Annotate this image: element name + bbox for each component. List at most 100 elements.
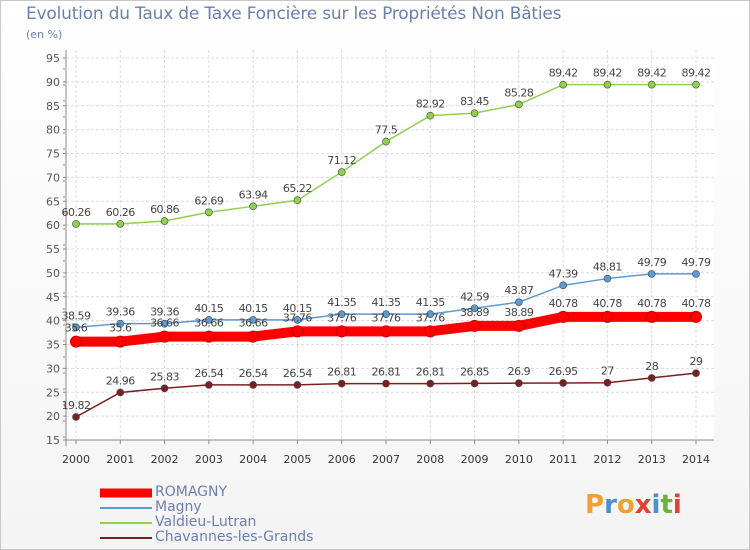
data-label-romagny: 37.76 [372,311,401,324]
data-label-romagny: 38.89 [460,306,489,319]
x-tick-label: 2008 [416,453,444,466]
data-label-magny: 39.36 [106,306,135,319]
chart-unit-label: (en %) [26,28,63,41]
data-label-romagny: 37.76 [327,311,356,324]
x-tick-label: 2007 [372,453,400,466]
data-point-chavannes-les-grands [426,379,435,388]
legend-swatch [100,521,152,524]
y-tick-label: 25 [46,386,60,399]
y-tick-label: 80 [46,124,60,137]
data-point-romagny [202,330,215,343]
data-label-romagny: 36.66 [194,317,223,330]
data-point-chavannes-les-grands [72,413,80,421]
data-point-chavannes-les-grands [205,381,213,389]
data-point-romagny [512,319,525,332]
data-point-magny [293,316,302,324]
x-tick-label: 2009 [461,453,489,466]
data-label-valdieu-lutran: 60.26 [62,206,91,219]
logo-letter: x [634,490,652,520]
logo-letter: r [604,490,617,520]
data-point-romagny [468,319,481,332]
x-tick-label: 2010 [505,453,533,466]
y-tick-label: 65 [46,195,60,208]
data-point-valdieu-lutran [293,196,302,204]
data-point-chavannes-les-grands [470,379,479,388]
y-tick-label: 50 [46,267,60,280]
data-label-chavannes-les-grands: 26.81 [327,366,356,379]
logo-letter: t [660,490,673,520]
x-tick-label: 2013 [638,453,666,466]
data-label-chavannes-les-grands: 24.96 [106,374,135,387]
data-point-valdieu-lutran [160,217,169,225]
y-tick-label: 60 [46,219,60,232]
data-point-chavannes-les-grands [116,388,125,397]
legend-label: Chavannes-les-Grands [155,529,314,545]
data-label-valdieu-lutran: 71.12 [327,154,356,167]
data-point-chavannes-les-grands [293,381,302,389]
data-point-valdieu-lutran [382,137,390,146]
data-label-magny: 40.15 [194,302,223,315]
data-label-valdieu-lutran: 89.42 [549,67,578,80]
data-label-magny: 42.59 [460,290,489,303]
data-point-magny [72,323,80,332]
data-point-romagny [601,310,614,323]
data-label-valdieu-lutran: 63.94 [239,188,268,201]
data-point-romagny [247,330,260,343]
data-label-romagny: 38.89 [504,306,533,319]
legend-swatch [100,488,152,497]
data-label-valdieu-lutran: 65.22 [283,182,312,195]
logo-letter: i [651,490,661,520]
data-point-magny [382,310,390,318]
data-label-magny: 41.35 [416,296,445,309]
x-tick-label: 2003 [195,453,223,466]
data-label-valdieu-lutran: 89.42 [637,67,666,80]
chart-title: Evolution du Taux de Taxe Foncière sur l… [26,4,562,24]
data-point-valdieu-lutran [116,220,125,228]
data-point-romagny [557,310,570,323]
data-label-romagny: 36.66 [150,317,179,330]
x-tick-label: 2012 [593,453,621,466]
data-point-magny [205,316,213,324]
data-point-valdieu-lutran [647,80,656,89]
data-label-chavannes-les-grands: 27 [601,365,614,378]
data-label-magny: 38.59 [62,309,91,322]
data-label-chavannes-les-grands: 26.95 [549,365,578,378]
data-point-valdieu-lutran [205,208,213,217]
data-point-magny [337,310,346,318]
data-point-chavannes-les-grands [160,384,169,393]
legend-label: ROMAGNY [155,484,228,500]
data-point-chavannes-les-grands [692,369,700,377]
data-label-valdieu-lutran: 85.28 [504,86,533,99]
y-tick-label: 35 [46,339,60,352]
data-point-magny [647,270,656,278]
data-label-romagny: 40.78 [593,297,622,310]
data-label-valdieu-lutran: 82.92 [416,98,445,111]
data-label-romagny: 36.66 [239,317,268,330]
data-point-valdieu-lutran [692,80,700,89]
data-label-valdieu-lutran: 62.69 [194,194,223,207]
y-tick-label: 20 [46,410,60,423]
data-point-romagny [335,325,348,338]
data-label-chavannes-les-grands: 26.9 [508,365,531,378]
data-point-chavannes-les-grands [515,379,523,387]
data-label-romagny: 35.6 [65,322,88,335]
data-point-romagny [158,330,171,343]
data-label-chavannes-les-grands: 29 [690,355,703,368]
data-label-valdieu-lutran: 83.45 [460,95,489,108]
legend-swatch [100,536,152,539]
data-point-magny [603,274,612,283]
legend-swatch [100,506,152,509]
data-label-magny: 49.79 [637,256,666,269]
data-point-chavannes-les-grands [337,379,346,388]
data-point-magny [692,270,700,278]
data-point-romagny [424,325,437,338]
data-point-magny [426,310,435,318]
data-label-magny: 40.15 [283,302,312,315]
logo-letter: i [672,490,682,520]
data-label-chavannes-les-grands: 26.81 [372,366,401,379]
data-label-valdieu-lutran: 77.5 [375,124,398,137]
data-label-chavannes-les-grands: 26.54 [283,367,312,380]
data-label-romagny: 37.76 [283,311,312,324]
y-tick-label: 75 [46,148,60,161]
data-point-valdieu-lutran [470,109,479,117]
